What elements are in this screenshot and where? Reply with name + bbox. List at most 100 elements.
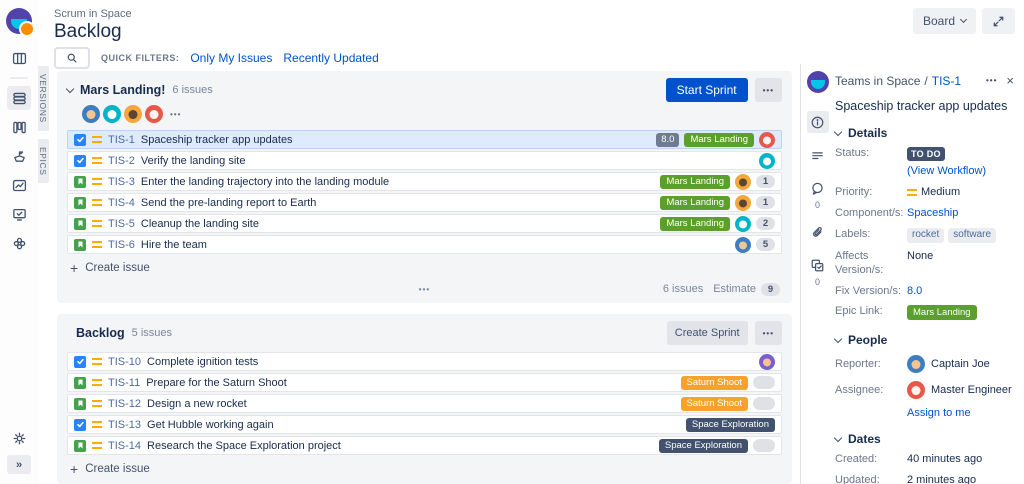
page-title: Backlog <box>54 21 122 42</box>
estimate-badge: 1 <box>756 175 775 188</box>
addons-icon[interactable] <box>7 231 31 255</box>
avatar-crew[interactable] <box>735 173 751 190</box>
issue-row-tis-4[interactable]: TIS-4 Send the pre-landing report to Eart… <box>67 193 782 212</box>
create-issue-button[interactable]: + Create issue <box>67 256 782 279</box>
avatar-captain[interactable] <box>82 105 100 123</box>
component-link[interactable]: Spaceship <box>907 206 959 219</box>
assign-to-me-link[interactable]: Assign to me <box>907 407 971 420</box>
create-issue-label: Create issue <box>85 262 150 274</box>
created-value: 40 minutes ago <box>907 453 983 466</box>
issue-row-tis-2[interactable]: TIS-2 Verify the landing site <box>67 151 782 170</box>
epic-badge: Mars Landing <box>660 195 730 210</box>
backlog-create-issue-button[interactable]: + Create issue <box>67 457 782 480</box>
avatar-captain[interactable] <box>735 236 751 253</box>
avatar-crew[interactable] <box>735 194 751 211</box>
issue-row-tis-5[interactable]: TIS-5 Cleanup the landing site Mars Landin… <box>67 214 782 233</box>
issues-icon[interactable] <box>7 202 31 226</box>
chevron-down-icon[interactable] <box>834 433 843 442</box>
releases-icon[interactable] <box>7 144 31 168</box>
comments-icon[interactable] <box>807 177 829 199</box>
backlog-content: Mars Landing! 6 issues Start Sprint ••• … <box>49 64 800 484</box>
story-icon <box>74 439 86 452</box>
reporter-name: Captain Joe <box>931 358 990 371</box>
comments-count: 0 <box>814 200 820 210</box>
story-icon <box>74 175 86 188</box>
avatars-more-button[interactable]: ••• <box>170 109 182 119</box>
breadcrumb[interactable]: Scrum in Space <box>54 8 132 20</box>
board-switcher-button[interactable]: Board <box>912 8 976 34</box>
issue-row-tis-12[interactable]: TIS-12 Design a new rocket Saturn Shoot <box>67 394 782 413</box>
issue-row-tis-3[interactable]: TIS-3 Enter the landing trajectory into t… <box>67 172 782 191</box>
issue-key: TIS-3 <box>108 175 135 188</box>
project-avatar[interactable] <box>6 8 35 37</box>
epic-badge: Saturn Shoot <box>680 375 748 390</box>
label-pill[interactable]: software <box>948 227 997 243</box>
epic-badge: Space Exploration <box>685 417 775 432</box>
chevron-down-icon[interactable] <box>834 127 843 136</box>
close-icon[interactable]: × <box>1006 73 1014 88</box>
avatar-engineer[interactable] <box>759 131 775 148</box>
story-icon <box>74 238 86 251</box>
detail-issue-key-link[interactable]: TIS-1 <box>931 73 962 88</box>
avatar-engineer[interactable] <box>907 381 925 400</box>
issue-row-tis-10[interactable]: TIS-10 Complete ignition tests <box>67 352 782 371</box>
updated-value: 2 minutes ago <box>907 473 977 484</box>
avatar-astronaut[interactable] <box>759 353 775 370</box>
issue-row-tis-13[interactable]: TIS-13 Get Hubble working again Space Expl… <box>67 415 782 434</box>
settings-gear-icon[interactable] <box>7 426 31 450</box>
task-icon <box>74 418 86 431</box>
fix-version-label: Fix Version/s: <box>835 284 902 297</box>
view-workflow-link[interactable]: (View Workflow) <box>907 165 987 178</box>
filter-only-my-issues[interactable]: Only My Issues <box>190 51 273 65</box>
detail-icon-strip: 0 0 <box>801 64 834 484</box>
detail-project-link[interactable]: Teams in Space <box>835 73 921 88</box>
avatar-robot-teal[interactable] <box>103 105 121 123</box>
detail-issue-title[interactable]: Spaceship tracker app updates <box>835 99 1008 113</box>
collapse-sidebar-icon[interactable]: » <box>7 455 31 474</box>
backlog-more-button[interactable]: ••• <box>754 321 782 345</box>
avatar-robot-teal[interactable] <box>759 152 775 169</box>
issue-summary: Get Hubble working again <box>147 418 274 431</box>
sprint-collapse-chevron-icon[interactable] <box>65 84 75 93</box>
avatar-captain[interactable] <box>907 355 925 374</box>
backlog-icon[interactable] <box>7 86 31 110</box>
avatar-engineer[interactable] <box>145 105 163 123</box>
issue-row-tis-1[interactable]: TIS-1 Spaceship tracker app updates 8.0 Mar… <box>67 130 782 149</box>
subtasks-icon[interactable] <box>807 254 829 276</box>
sprint-avatars: ••• <box>82 105 782 123</box>
detail-more-button[interactable]: ••• <box>986 76 998 85</box>
chevron-down-icon <box>959 15 968 24</box>
start-sprint-button[interactable]: Start Sprint <box>665 78 748 102</box>
issue-row-tis-14[interactable]: TIS-14 Research the Space Exploration pro… <box>67 436 782 455</box>
plus-icon: + <box>70 461 79 477</box>
fix-version-link[interactable]: 8.0 <box>907 284 923 297</box>
priority-medium-icon <box>92 241 102 248</box>
create-sprint-button[interactable]: Create Sprint <box>666 321 748 345</box>
chevron-down-icon[interactable] <box>834 334 843 343</box>
dates-heading: Dates <box>848 432 881 447</box>
sprint-footer-issue-count: 6 issues <box>662 283 704 295</box>
active-sprints-icon[interactable] <box>7 115 31 139</box>
issue-row-tis-11[interactable]: TIS-11 Prepare for the Saturn Shoot Saturn… <box>67 373 782 392</box>
project-avatar[interactable] <box>806 71 829 93</box>
details-fields-icon[interactable] <box>807 144 829 166</box>
attachment-icon[interactable] <box>807 221 829 243</box>
sprint-footer-more-button[interactable]: ••• <box>418 284 431 294</box>
task-icon <box>74 355 86 368</box>
story-icon <box>74 376 86 389</box>
tab-epics[interactable]: EPICS <box>38 138 49 184</box>
search-input[interactable] <box>54 47 90 69</box>
avatar-robot-teal[interactable] <box>735 215 751 232</box>
label-pill[interactable]: rocket <box>907 227 945 243</box>
board-icon[interactable] <box>7 46 31 70</box>
sprint-more-button[interactable]: ••• <box>754 78 782 102</box>
fullscreen-icon-button[interactable] <box>982 8 1015 34</box>
reports-icon[interactable] <box>7 173 31 197</box>
tab-versions[interactable]: VERSIONS <box>38 66 49 131</box>
issue-key: TIS-2 <box>108 154 135 167</box>
issue-row-tis-6[interactable]: TIS-6 Hire the team 5 <box>67 235 782 254</box>
info-icon[interactable] <box>806 111 829 133</box>
epic-link-badge[interactable]: Mars Landing <box>907 305 977 321</box>
avatar-crew[interactable] <box>124 105 142 123</box>
filter-recently-updated[interactable]: Recently Updated <box>283 51 379 65</box>
